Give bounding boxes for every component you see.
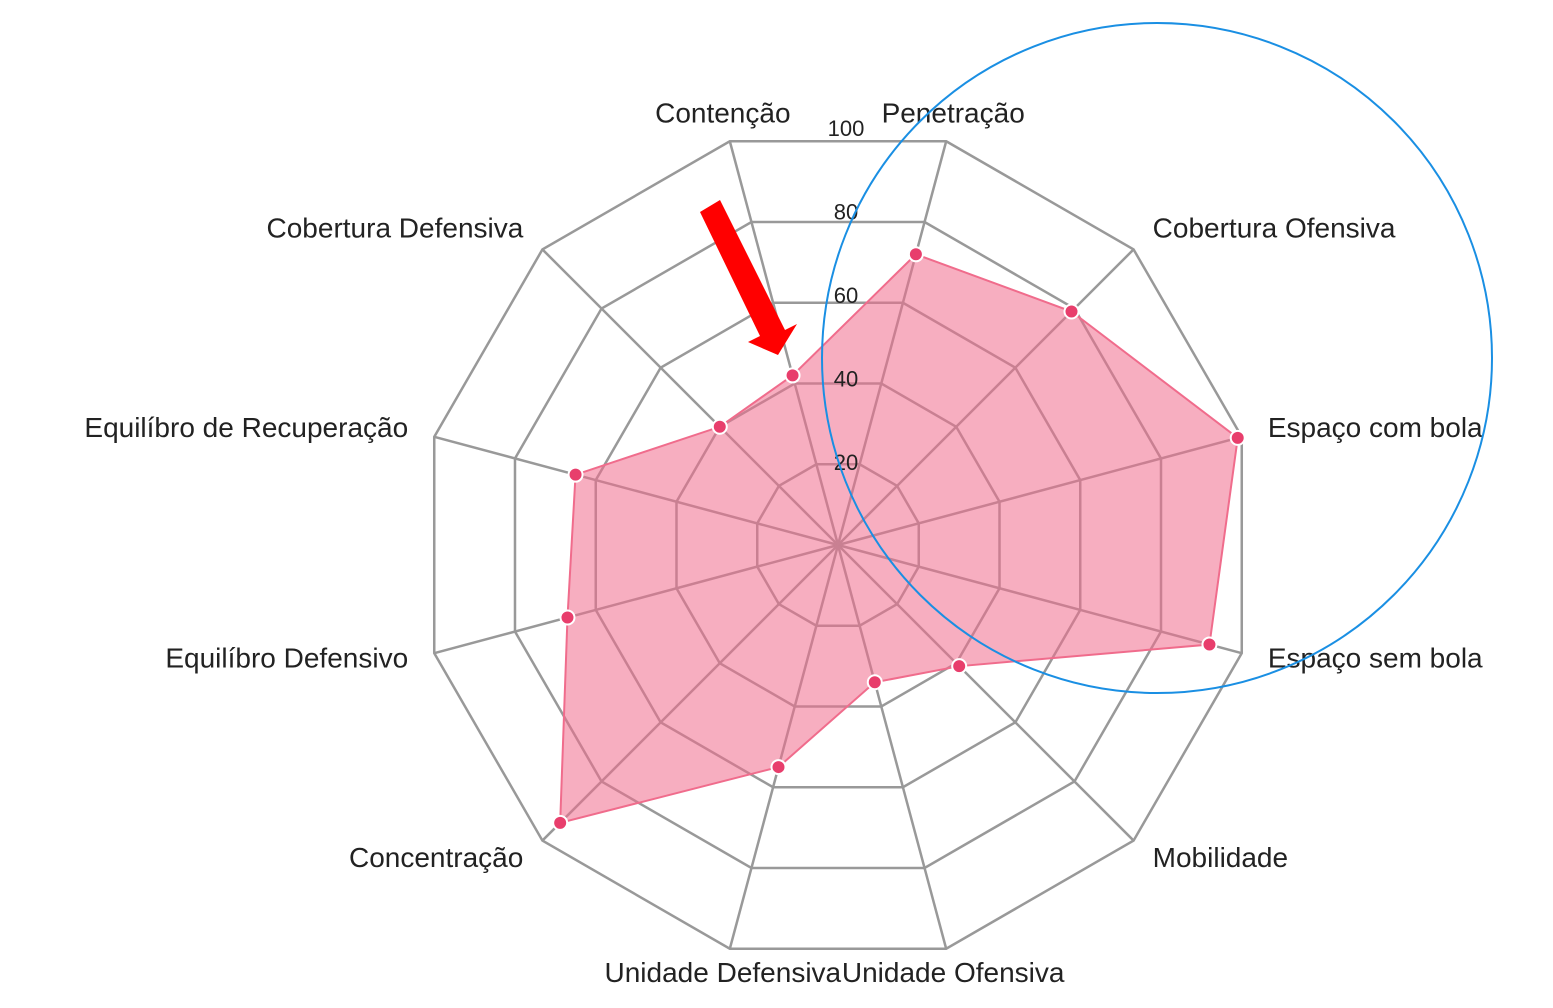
r-tick-label: 20 (834, 450, 858, 475)
annotation-circle (821, 22, 1493, 694)
r-tick-label: 80 (834, 199, 858, 224)
radar-point (567, 466, 584, 483)
radar-point (711, 418, 728, 435)
category-label: Concentração (349, 842, 523, 873)
category-label: Equilíbro Defensivo (165, 643, 408, 674)
category-label: Equilíbro de Recuperação (84, 412, 408, 443)
radar-point (1201, 636, 1218, 653)
radar-point (951, 658, 968, 675)
radar-point (784, 367, 801, 384)
radar-point (1229, 429, 1246, 446)
radar-point (559, 609, 576, 626)
category-label: Unidade Ofensiva (842, 957, 1065, 988)
category-label: Unidade Defensiva (605, 957, 842, 988)
radar-point (770, 759, 787, 776)
r-tick-label: 40 (834, 367, 858, 392)
labels: 20 40 60 80 100 Penetração Cobertura Ofensiva E… (84, 98, 1483, 989)
category-label: Cobertura Defensiva (267, 213, 524, 244)
category-label: Espaço sem bola (1268, 643, 1483, 674)
category-label: Espaço com bola (1268, 412, 1483, 443)
category-label: Mobilidade (1153, 842, 1288, 873)
category-label: Penetração (882, 98, 1025, 129)
radar-area (559, 253, 1239, 825)
category-label: Cobertura Ofensiva (1153, 213, 1396, 244)
radar-point (866, 674, 883, 691)
radar-point (1063, 303, 1080, 320)
radar-point (552, 814, 569, 831)
r-tick-label: 60 (834, 283, 858, 308)
radar-point (907, 246, 924, 263)
r-tick-label: 100 (828, 116, 865, 141)
category-label: Contenção (655, 98, 790, 129)
annotation-arrow (700, 200, 797, 355)
plot (552, 246, 1246, 831)
